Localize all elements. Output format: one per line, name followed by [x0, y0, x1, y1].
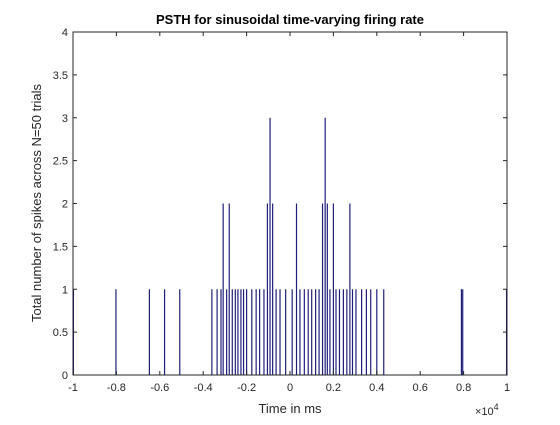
y-tick-label: 3.5 — [53, 70, 68, 82]
x-tick-label: -0.6 — [150, 382, 169, 394]
x-tick-label: -0.8 — [107, 382, 126, 394]
x-exponent-power: 4 — [494, 402, 499, 412]
y-tick-label: 0.5 — [53, 327, 68, 339]
x-tick-label: 0.8 — [456, 382, 471, 394]
ticks-layer: -1 -0.8 -0.6 -0.4 -0.2 0 0.2 0.4 0.6 0.8 1 0 0.5 1 1.5… — [53, 27, 510, 394]
x-axis-label: Time in ms — [258, 401, 322, 416]
x-tick-label: -0.4 — [194, 382, 213, 394]
y-tick-label: 4 — [62, 27, 68, 39]
y-tick-label: 1 — [62, 284, 68, 296]
axes-box — [72, 31, 508, 376]
x-tick-label: -1 — [68, 382, 78, 394]
x-exponent-base: ×10 — [475, 406, 494, 418]
y-tick-label: 3 — [62, 113, 68, 125]
y-tick-label: 1.5 — [53, 241, 68, 253]
x-tick-label: 0.6 — [413, 382, 428, 394]
x-tick-label: 0.4 — [369, 382, 384, 394]
axes-layer — [72, 31, 508, 376]
x-exponent-label: ×104 — [475, 402, 499, 418]
y-tick-label: 0 — [62, 370, 68, 382]
x-tick-label: -0.2 — [237, 382, 256, 394]
y-tick-label: 2.5 — [53, 156, 68, 168]
y-axis-label: Total number of spikes across N=50 trial… — [29, 83, 44, 322]
bars-layer — [72, 117, 508, 375]
x-tick-label: 0.2 — [326, 382, 341, 394]
x-tick-label: 1 — [504, 382, 510, 394]
x-tick-label: 0 — [287, 382, 293, 394]
y-tick-label: 2 — [62, 199, 68, 211]
chart-title: PSTH for sinusoidal time-varying firing … — [156, 12, 424, 27]
